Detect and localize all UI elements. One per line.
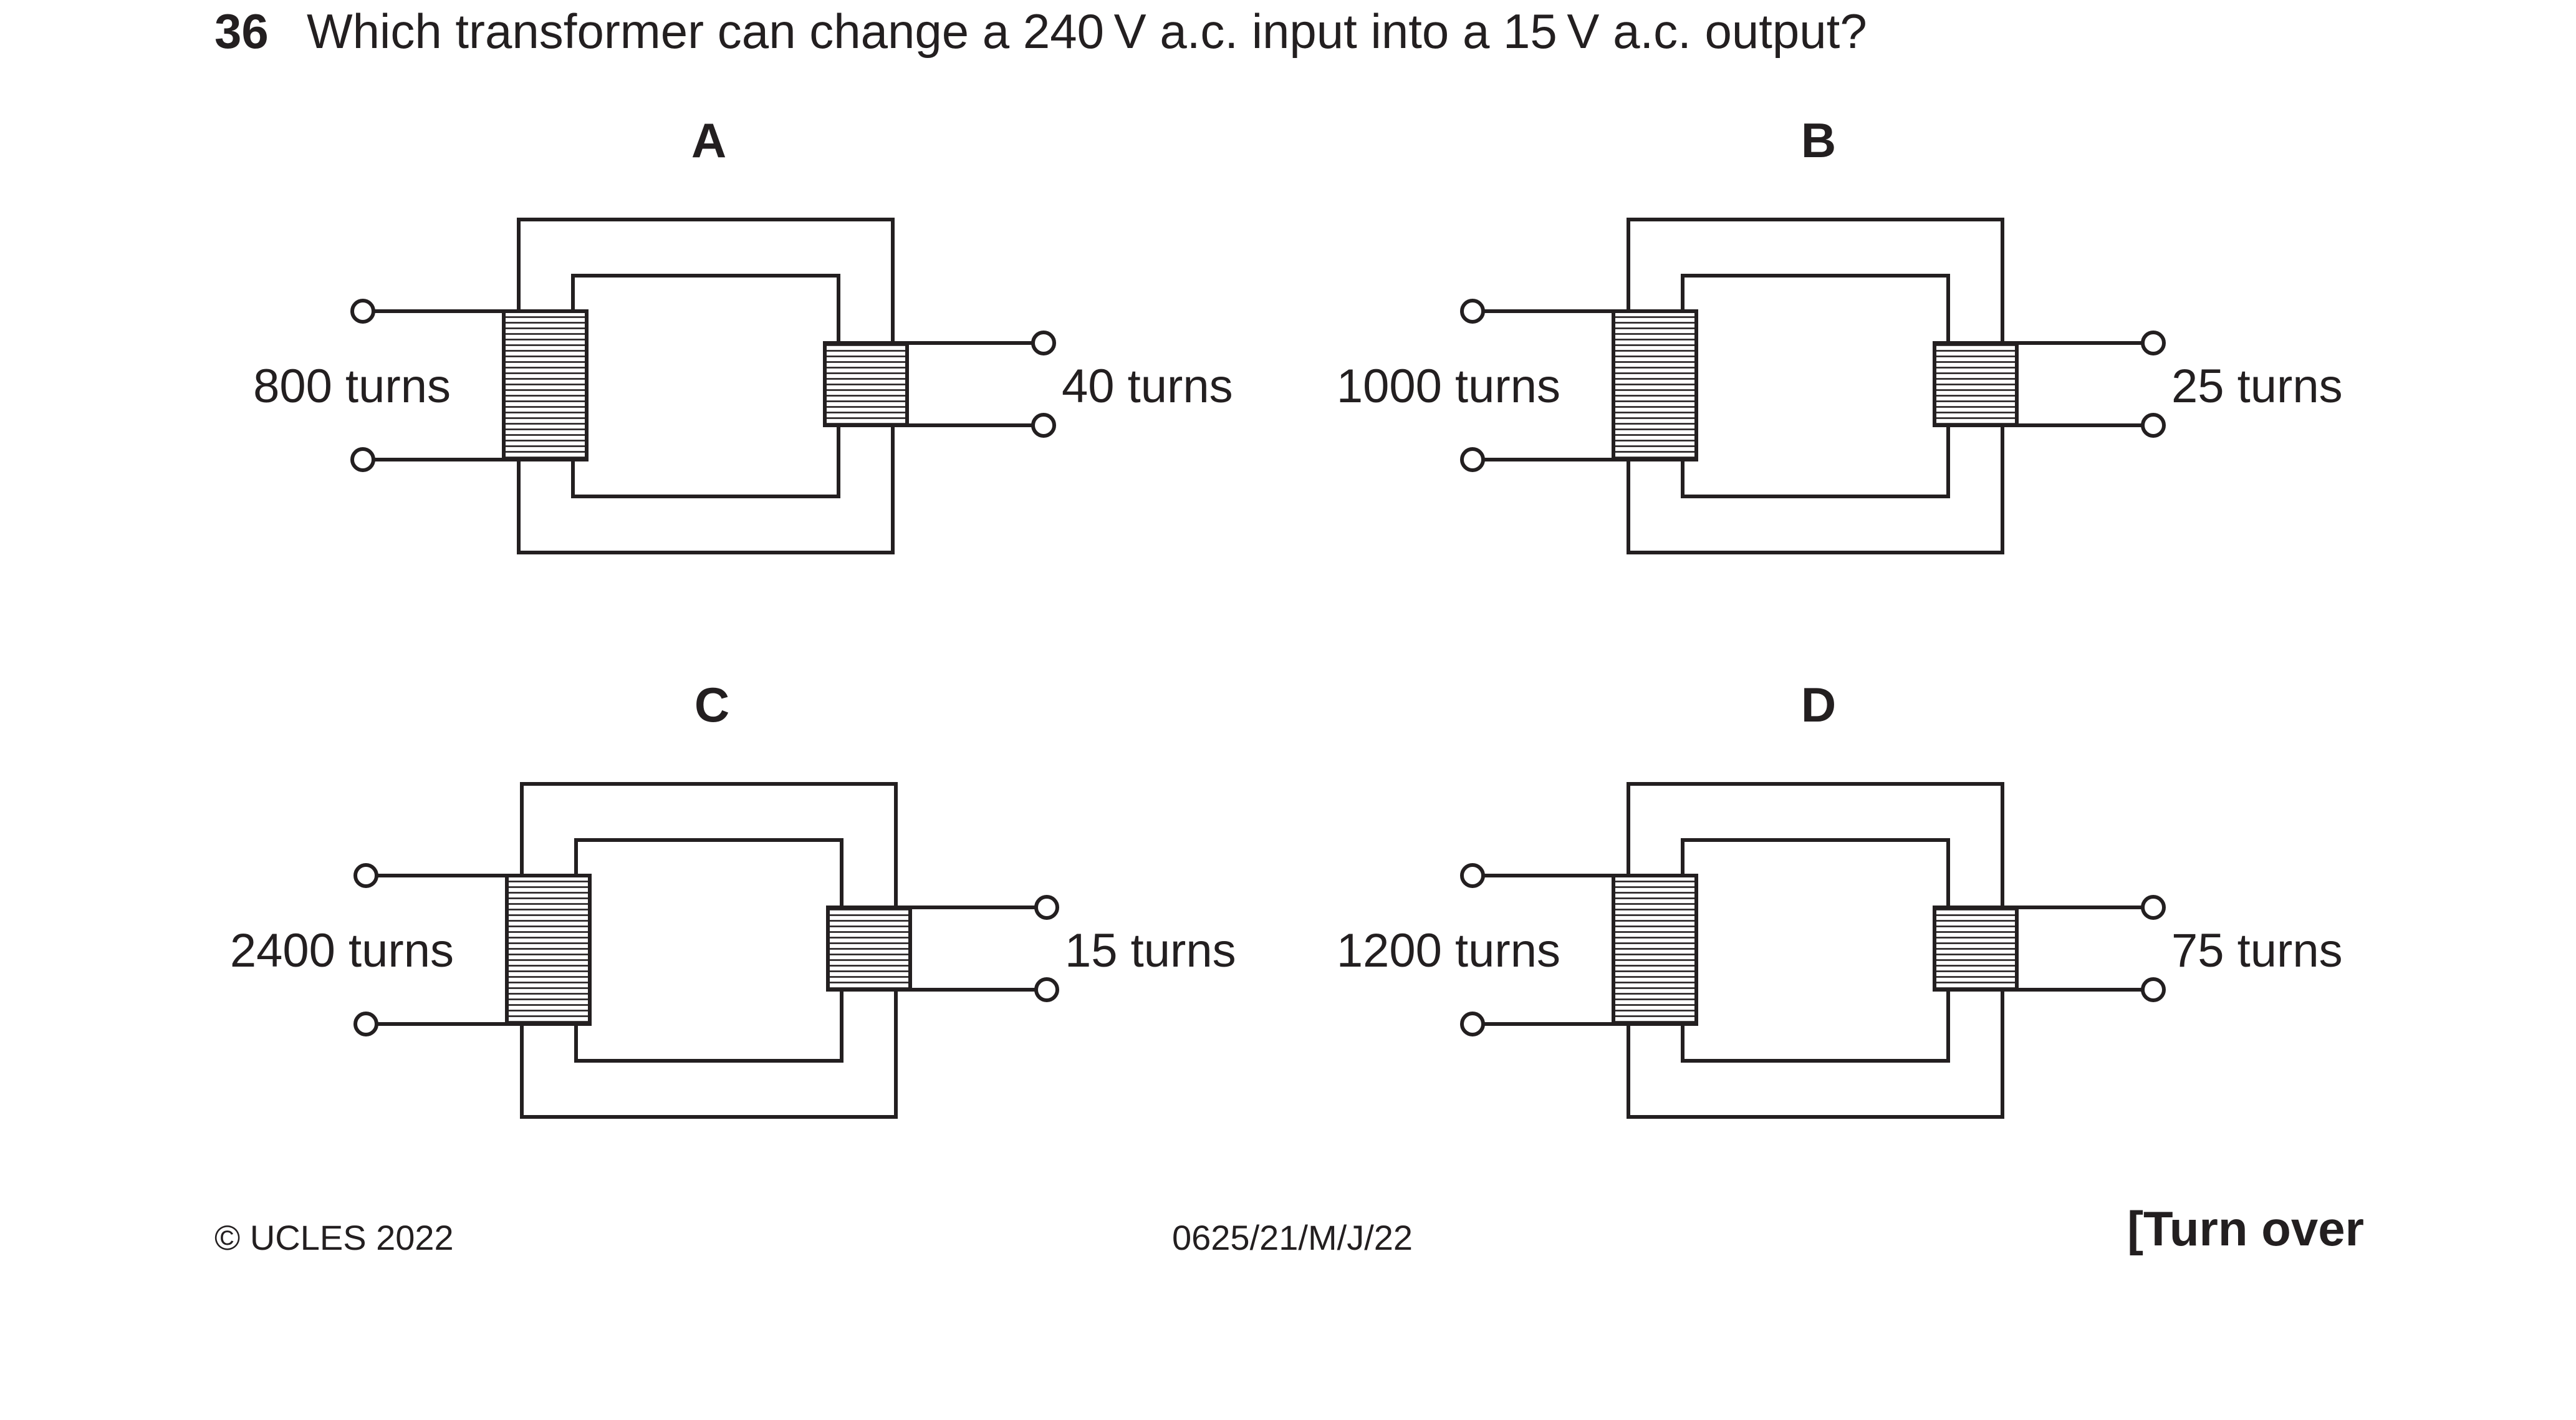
secondary-turns-label: 75 turns	[2171, 924, 2343, 977]
transformer-option-b: B 1000 turns 25 turns	[1337, 113, 2343, 554]
question-text: Which transformer can change a 240 V a.c…	[307, 4, 1867, 59]
primary-coil	[1612, 874, 1698, 1026]
primary-terminal-bottom	[1460, 1012, 1485, 1036]
primary-coil	[502, 309, 589, 461]
primary-turns-label: 800 turns	[253, 360, 451, 413]
copyright-notice: © UCLES 2022	[214, 1218, 454, 1257]
secondary-turns-label: 15 turns	[1065, 924, 1236, 977]
primary-terminal-bottom	[350, 447, 375, 472]
primary-terminal-top	[353, 863, 378, 888]
secondary-terminal-bottom	[2141, 977, 2166, 1002]
secondary-coil	[1933, 341, 2019, 427]
core-inner-outline	[1681, 838, 1950, 1063]
core-inner-outline	[571, 274, 840, 498]
secondary-coil	[1933, 906, 2019, 992]
secondary-terminal-top	[1031, 331, 1056, 355]
secondary-terminal-top	[1034, 895, 1059, 920]
core-inner-outline	[1681, 274, 1950, 498]
option-letter: C	[694, 677, 729, 732]
transformer-option-a: A 800 turns 40 turns	[253, 113, 1233, 554]
secondary-coil	[823, 341, 909, 427]
option-letter: A	[691, 113, 726, 168]
secondary-terminal-top	[2141, 895, 2166, 920]
secondary-turns-label: 25 turns	[2171, 360, 2343, 413]
primary-terminal-bottom	[1460, 447, 1485, 472]
transformer-option-d: D 1200 turns 75 turns	[1337, 677, 2343, 1119]
primary-terminal-top	[350, 299, 375, 324]
secondary-terminal-bottom	[1034, 977, 1059, 1002]
option-letter: B	[1801, 113, 1836, 168]
primary-terminal-top	[1460, 863, 1485, 888]
option-letter: D	[1801, 677, 1836, 732]
primary-coil	[1612, 309, 1698, 461]
primary-turns-label: 2400 turns	[230, 924, 454, 977]
turn-over-label: [Turn over	[2127, 1201, 2364, 1256]
secondary-turns-label: 40 turns	[1062, 360, 1233, 413]
secondary-terminal-bottom	[2141, 413, 2166, 438]
core-inner-outline	[574, 838, 843, 1063]
primary-turns-label: 1000 turns	[1337, 360, 1560, 413]
question-number: 36	[214, 4, 269, 59]
primary-turns-label: 1200 turns	[1337, 924, 1560, 977]
secondary-coil	[826, 906, 912, 992]
primary-coil	[505, 874, 592, 1026]
secondary-terminal-bottom	[1031, 413, 1056, 438]
secondary-terminal-top	[2141, 331, 2166, 355]
transformer-option-c: C 2400 turns 15 turns	[230, 677, 1236, 1119]
primary-terminal-bottom	[353, 1012, 378, 1036]
paper-code: 0625/21/M/J/22	[1172, 1218, 1413, 1257]
primary-terminal-top	[1460, 299, 1485, 324]
